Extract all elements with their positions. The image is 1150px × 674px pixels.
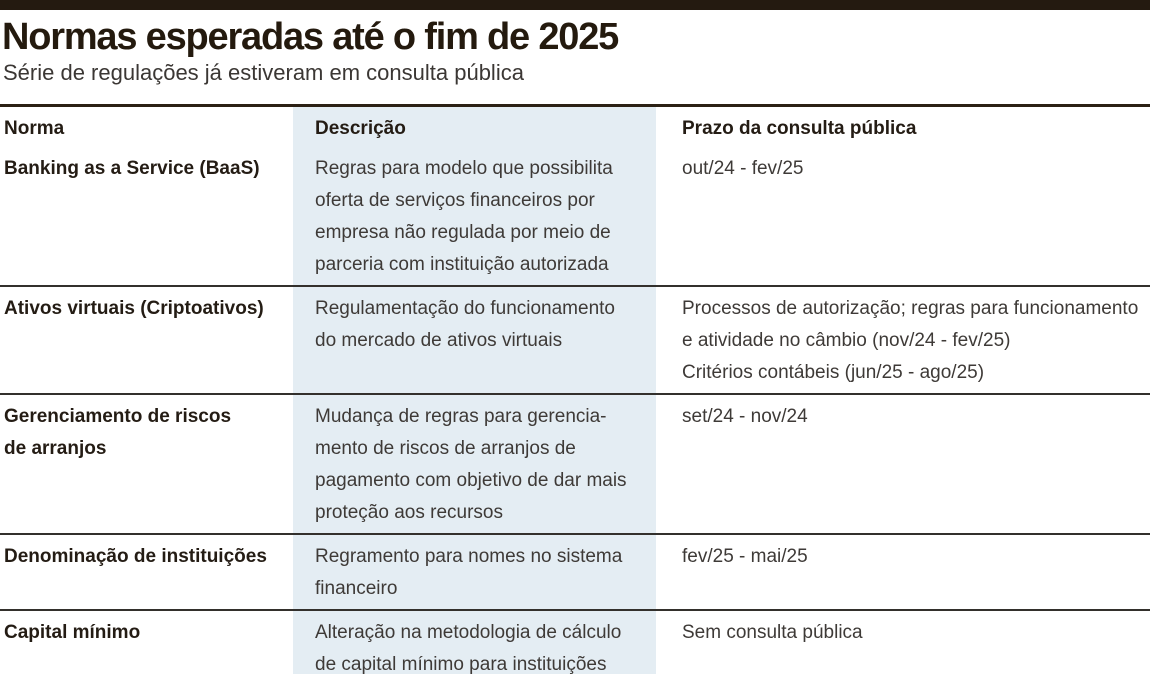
norms-table: Norma Descrição Prazo da consulta públic… bbox=[0, 104, 1150, 674]
descricao-cell: Regulamentação do funcionamento do merca… bbox=[293, 287, 656, 393]
prazo-cell: Sem consulta pública bbox=[682, 622, 863, 643]
prazo-cell: Processos de autorização; regras para fu… bbox=[682, 298, 1139, 383]
table-header-row: Norma Descrição Prazo da consulta públic… bbox=[0, 107, 1150, 147]
norma-cell: Gerenciamento de riscos de arranjos bbox=[4, 406, 232, 459]
column-header-norma: Norma bbox=[4, 118, 65, 139]
descricao-cell: Regramento para nomes no sistema finance… bbox=[293, 535, 656, 609]
norma-cell: Banking as a Service (BaaS) bbox=[4, 158, 260, 179]
page-title: Normas esperadas até o fim de 2025 bbox=[2, 16, 619, 58]
accent-top-bar bbox=[0, 0, 1150, 10]
norma-cell: Denominação de instituições bbox=[4, 546, 267, 567]
prazo-cell: set/24 - nov/24 bbox=[682, 406, 808, 427]
column-header-prazo: Prazo da consulta pública bbox=[682, 118, 917, 139]
table-row: Ativos virtuais (Criptoativos) Regulamen… bbox=[0, 285, 1150, 393]
descricao-cell: Regras para modelo que possibilita ofert… bbox=[293, 147, 656, 285]
column-header-descricao: Descrição bbox=[293, 107, 656, 147]
table-row: Denominação de instituições Regramento p… bbox=[0, 533, 1150, 609]
descricao-cell: Alteração na metodologia de cálculo de c… bbox=[293, 611, 656, 674]
prazo-cell: fev/25 - mai/25 bbox=[682, 546, 808, 567]
norma-cell: Ativos virtuais (Criptoativos) bbox=[4, 298, 264, 319]
prazo-cell: out/24 - fev/25 bbox=[682, 158, 804, 179]
table-row: Gerenciamento de riscos de arranjos Muda… bbox=[0, 393, 1150, 533]
descricao-cell: Mudança de regras para gerencia- mento d… bbox=[293, 395, 656, 533]
table-row: Banking as a Service (BaaS) Regras para … bbox=[0, 147, 1150, 285]
page-subtitle: Série de regulações já estiveram em cons… bbox=[3, 60, 524, 85]
norma-cell: Capital mínimo bbox=[4, 622, 141, 643]
table-row: Capital mínimo Alteração na metodologia … bbox=[0, 609, 1150, 674]
